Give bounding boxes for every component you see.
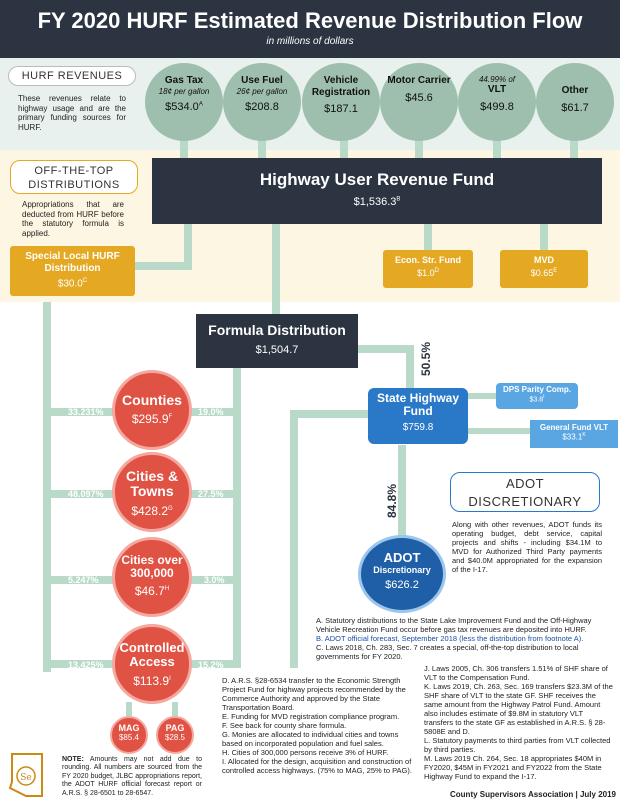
off-top-desc: Appropriations that are deducted from HU… xyxy=(22,200,124,238)
controlled-access-circle: Controlled Access $113.9I xyxy=(112,624,192,704)
mvd-box: MVD $0.65E xyxy=(500,250,588,288)
source-gas-tax: Gas Tax 18¢ per gallon $534.0A xyxy=(145,63,223,141)
source-other: Other $61.7 xyxy=(536,63,614,141)
cities-towns-circle: Cities & Towns $428.2G xyxy=(112,452,192,532)
source-vehicle-registration: Vehicle Registration $187.1 xyxy=(302,63,380,141)
footnote-h: H. Cities of 300,000 persons receive 3% … xyxy=(222,748,389,757)
page-subtitle: in millions of dollars xyxy=(266,36,354,47)
footnote-i: I. Allocated for the design, acquisition… xyxy=(222,757,412,775)
pct-adot: 84.8% xyxy=(385,483,399,519)
counties-circle: Counties $295.9F xyxy=(112,370,192,450)
source-use-fuel: Use Fuel 26¢ per gallon $208.8 xyxy=(223,63,301,141)
note: NOTE: Amounts may not add due to roundin… xyxy=(62,756,203,797)
source-vlt: 44.99% of VLT $499.8 xyxy=(458,63,536,141)
cities300-left-pct: 5.247% xyxy=(68,575,99,585)
adot-discretionary-label: ADOT DISCRETIONARY xyxy=(450,472,600,512)
footnote-j: J. Laws 2005, Ch. 306 transfers 1.51% of… xyxy=(424,664,608,682)
footnote-a: A. Statutory distributions to the State … xyxy=(316,616,592,634)
pct-state-highway: 50.5% xyxy=(419,341,433,377)
footnote-m: M. Laws 2019 Ch. 264, Sec. 18 appropriat… xyxy=(424,754,602,781)
footnote-c: C. Laws 2018, Ch. 283, Sec. 7 creates a … xyxy=(316,643,579,661)
footnote-l: L. Statutory payments to third parties f… xyxy=(424,736,611,754)
mag-circle: MAG $85.4 xyxy=(110,716,148,754)
footnotes-middle: D. A.R.S. §28-6534 transfer to the Econo… xyxy=(222,676,418,775)
title-bar: FY 2020 HURF Estimated Revenue Distribut… xyxy=(0,0,620,58)
footnote-f: F. See back for county share formula. xyxy=(222,721,347,730)
controlled-right-pct: 15.2% xyxy=(198,660,224,670)
econ-str-fund: Econ. Str. Fund $1.0D xyxy=(383,250,473,288)
footnote-d: D. A.R.S. §28-6534 transfer to the Econo… xyxy=(222,676,406,712)
footnote-b[interactable]: B. ADOT official forecast, September 201… xyxy=(316,634,584,643)
hurf-revenues-label: HURF REVENUES xyxy=(8,66,136,86)
adot-discretionary-circle: ADOT Discretionary $626.2 xyxy=(358,535,446,613)
footnote-e: E. Funding for MVD registration complian… xyxy=(222,712,400,721)
footnotes-right: J. Laws 2005, Ch. 306 transfers 1.51% of… xyxy=(424,664,614,781)
off-top-label: OFF-THE-TOP DISTRIBUTIONS xyxy=(10,160,138,194)
counties-left-pct: 33.231% xyxy=(68,407,104,417)
general-fund-vlt: General Fund VLT $33.1K xyxy=(530,420,618,448)
controlled-left-pct: 13.425% xyxy=(68,660,104,670)
hurf-revenues-desc: These revenues relate to highway usage a… xyxy=(18,94,126,132)
counties-right-pct: 19.0% xyxy=(198,407,224,417)
pag-circle: PAG $28.5 xyxy=(156,716,194,754)
footnotes-top: A. Statutory distributions to the State … xyxy=(316,616,612,661)
cities-right-pct: 27.5% xyxy=(198,489,224,499)
adot-discretionary-desc: Along with other revenues, ADOT funds it… xyxy=(452,520,602,574)
state-highway-fund: State Highway Fund $759.8 xyxy=(368,388,468,444)
dps-parity: DPS Parity Comp. $3.8I xyxy=(496,383,578,409)
formula-distribution: Formula Distribution $1,504.7 xyxy=(196,314,358,368)
special-local-hurf: Special Local HURF Distribution $30.0C xyxy=(10,246,135,296)
cities300-right-pct: 3.0% xyxy=(204,575,225,585)
footer-credit: County Supervisors Association | July 20… xyxy=(450,790,616,799)
footnote-k: K. Laws 2019, Ch. 263, Sec. 169 transfer… xyxy=(424,682,613,736)
cities-300k-circle: Cities over 300,000 $46.7H xyxy=(112,537,192,617)
footnote-g: G. Monies are allocated to individual ci… xyxy=(222,730,399,748)
hurf-fund: Highway User Revenue Fund $1,536.3B xyxy=(152,158,602,224)
source-motor-carrier: Motor Carrier $45.6 xyxy=(380,63,458,141)
arizona-logo: Se xyxy=(8,752,46,798)
page-title: FY 2020 HURF Estimated Revenue Distribut… xyxy=(37,8,583,33)
cities-left-pct: 48.097% xyxy=(68,489,104,499)
svg-text:Se: Se xyxy=(20,773,32,783)
